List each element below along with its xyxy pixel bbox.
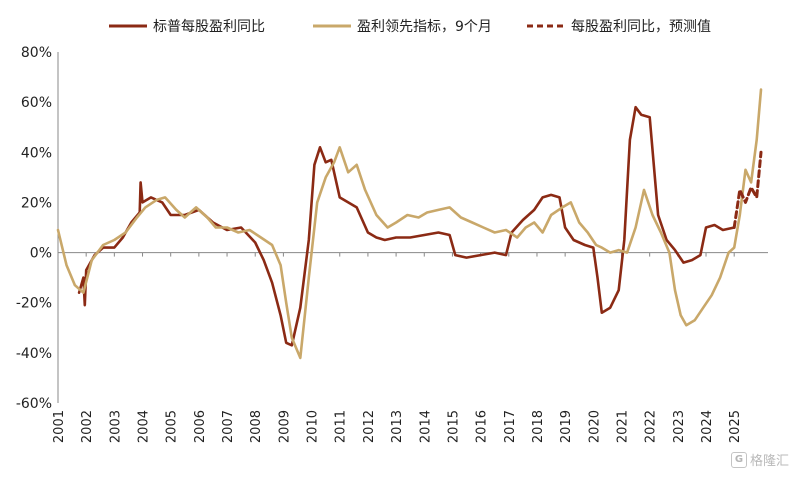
x-tick-label: 2004: [137, 410, 152, 443]
x-axis: 2001 2002 2003 2004 2005 2006 2007 2008 2009 2010…: [52, 252, 743, 443]
x-tick-label: 2018: [531, 410, 546, 443]
x-tick-label: 2006: [193, 410, 208, 443]
series-line-1: [77, 105, 736, 347]
series-line-2: [56, 88, 763, 360]
x-tick-label: 2017: [503, 410, 518, 443]
x-tick-label: 2025: [728, 410, 743, 443]
x-tick-label: 2009: [277, 410, 292, 443]
y-tick-label: 80%: [21, 45, 52, 61]
watermark-logo-icon: G: [730, 451, 747, 468]
y-tick-label: 0%: [30, 246, 52, 262]
y-tick-label: -60%: [16, 396, 52, 412]
x-tick-label: 2011: [334, 410, 349, 443]
x-tick-label: 2010: [306, 410, 321, 443]
legend-label-2: 盈利领先指标，9个月: [357, 19, 492, 35]
y-tick-label: 20%: [21, 195, 52, 211]
legend-label-3: 每股盈利同比，预测值: [571, 19, 711, 35]
y-tick-label: -40%: [16, 346, 52, 362]
x-tick-label: 2019: [559, 410, 574, 443]
x-tick-label: 2005: [165, 410, 180, 443]
x-tick-label: 2007: [221, 410, 236, 443]
series-group: [56, 88, 763, 360]
legend: 标普每股盈利同比 盈利领先指标，9个月 每股盈利同比，预测值: [109, 19, 711, 35]
x-tick-label: 2003: [108, 410, 123, 443]
watermark-text: 格隆汇: [749, 454, 789, 469]
x-tick-label: 2015: [446, 410, 461, 443]
watermark: G 格隆汇: [730, 450, 789, 469]
y-tick-label: 40%: [21, 145, 52, 161]
x-tick-label: 2014: [418, 410, 433, 443]
x-tick-label: 2016: [475, 410, 490, 443]
y-tick-label: -20%: [16, 296, 52, 312]
y-axis: -60% -40% -20% 0% 20% 40% 60% 80%: [16, 45, 52, 412]
x-tick-label: 2012: [362, 410, 377, 443]
x-tick-label: 2021: [615, 410, 630, 443]
x-tick-label: 2023: [672, 410, 687, 443]
series-line-3: [732, 150, 763, 229]
y-tick-label: 60%: [21, 95, 52, 111]
x-tick-label: 2001: [52, 410, 67, 443]
x-tick-label: 2008: [249, 410, 264, 443]
x-tick-label: 2013: [390, 410, 405, 443]
x-tick-label: 2002: [80, 410, 95, 443]
x-tick-label: 2020: [587, 410, 602, 443]
x-tick-label: 2022: [644, 410, 659, 443]
x-tick-label: 2024: [700, 410, 715, 443]
legend-label-1: 标普每股盈利同比: [153, 19, 265, 35]
